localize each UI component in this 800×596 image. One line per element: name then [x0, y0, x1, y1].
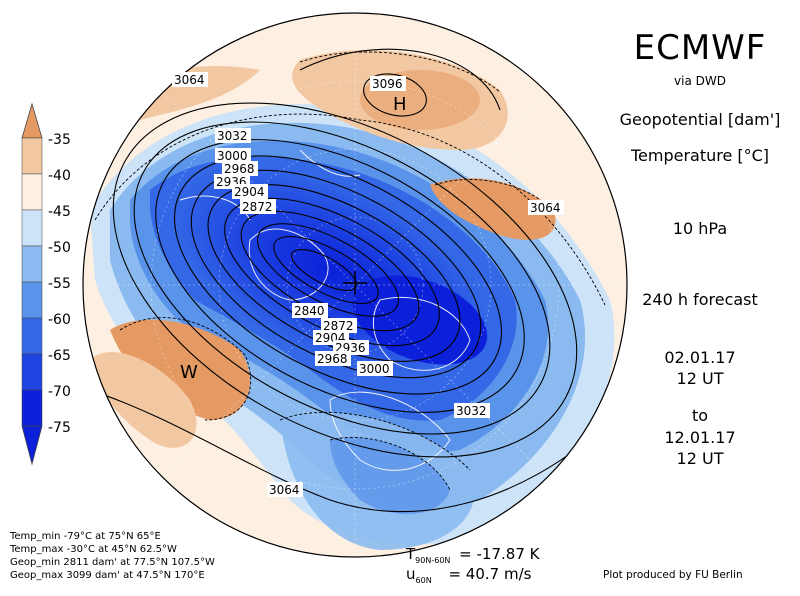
contour-label-box — [215, 128, 251, 143]
polar-map — [82, 12, 628, 558]
color-bar-cell — [21, 317, 43, 355]
contour-label: 2904 — [234, 185, 265, 199]
contour-label-box — [222, 161, 258, 176]
color-bar-top-arrow — [21, 102, 43, 139]
colorbar-label: -40 — [48, 168, 71, 184]
colorbar-label: -45 — [48, 204, 71, 220]
contour-label-box — [232, 184, 268, 199]
contour-label-box — [321, 318, 357, 333]
end-time: 12 UT — [676, 449, 724, 468]
start-time: 12 UT — [676, 369, 724, 388]
u-subscript: 60N — [415, 576, 432, 585]
u-wind-readout: u60N = 40.7 m/s — [406, 565, 531, 585]
contour-label: 3000 — [359, 362, 390, 376]
contour-label: 3032 — [456, 404, 487, 418]
colorbar-label: -75 — [48, 420, 71, 436]
t-value: = -17.87 K — [459, 545, 540, 563]
contour-label-box — [357, 361, 393, 376]
contour-label: 3000 — [217, 149, 248, 163]
contour-label-box — [528, 200, 564, 215]
contour-label: 3064 — [530, 201, 561, 215]
color-bar-cell — [21, 173, 43, 211]
start-date: 02.01.17 — [664, 348, 736, 367]
u-symbol: u — [406, 565, 416, 583]
field1-label: Geopotential [dam'] — [619, 110, 781, 129]
pole-marker — [343, 271, 367, 295]
end-date: 12.01.17 — [664, 428, 736, 447]
contour-label-box — [172, 72, 208, 87]
contour-label-box — [292, 303, 328, 318]
color-bar: -35 -40 -45 -50 -55 -60 -65 -70 -75 — [21, 102, 71, 466]
contour-label-box — [215, 148, 251, 163]
color-bar-cell — [21, 281, 43, 319]
field2-label: Temperature [°C] — [630, 146, 770, 165]
contour-label-box — [454, 403, 490, 418]
geop-min-stat: Geop_min 2811 dam' at 77.5°N 107.5°W — [10, 557, 215, 568]
temp-min-stat: Temp_min -79°C at 75°N 65°E — [10, 531, 161, 542]
color-bar-cell — [21, 389, 43, 427]
contour-label: 2872 — [323, 319, 354, 333]
colorbar-label: -35 — [48, 132, 71, 148]
contour-label: 2872 — [242, 200, 273, 214]
subtitle: via DWD — [674, 74, 726, 88]
contour-label: 3064 — [269, 483, 300, 497]
to-label: to — [691, 406, 709, 425]
color-bar-cell — [21, 353, 43, 391]
warm-center-marker: W — [180, 362, 198, 383]
colorbar-label: -70 — [48, 384, 71, 400]
color-bar-cell — [21, 137, 43, 175]
t-mean-readout: T90N-60N = -17.87 K — [406, 545, 539, 565]
contour-label-box — [267, 482, 303, 497]
contour-label-box — [370, 76, 406, 91]
t-symbol: T — [406, 545, 416, 563]
contour-label: 3064 — [174, 73, 205, 87]
high-center-marker: H — [393, 94, 407, 115]
credit: Plot produced by FU Berlin — [603, 569, 743, 581]
colorbar-label: -50 — [48, 240, 71, 256]
geop-max-stat: Geop_max 3099 dam' at 47.5°N 170°E — [10, 570, 205, 581]
contour-label-box — [240, 199, 276, 214]
colorbar-label: -55 — [48, 276, 71, 292]
color-bar-bottom-arrow — [21, 425, 43, 466]
contour-label: 3032 — [217, 129, 248, 143]
contour-label: 2840 — [294, 304, 325, 318]
color-bar-cell — [21, 209, 43, 247]
contour-label: 2968 — [224, 162, 255, 176]
contour-label-box — [315, 351, 351, 366]
colorbar-label: -60 — [48, 312, 71, 328]
u-value: = 40.7 m/s — [448, 565, 532, 583]
level-label: 10 hPa — [672, 219, 728, 238]
colorbar-label: -65 — [48, 348, 71, 364]
color-bar-cell — [21, 245, 43, 283]
temp-max-stat: Temp_max -30°C at 45°N 62.5°W — [10, 544, 177, 555]
contour-label: 2968 — [317, 352, 348, 366]
t-subscript: 90N-60N — [415, 556, 451, 565]
forecast-label: 240 h forecast — [642, 290, 758, 309]
high-center-value: 3096 — [372, 77, 403, 91]
title: ECMWF — [633, 28, 767, 68]
